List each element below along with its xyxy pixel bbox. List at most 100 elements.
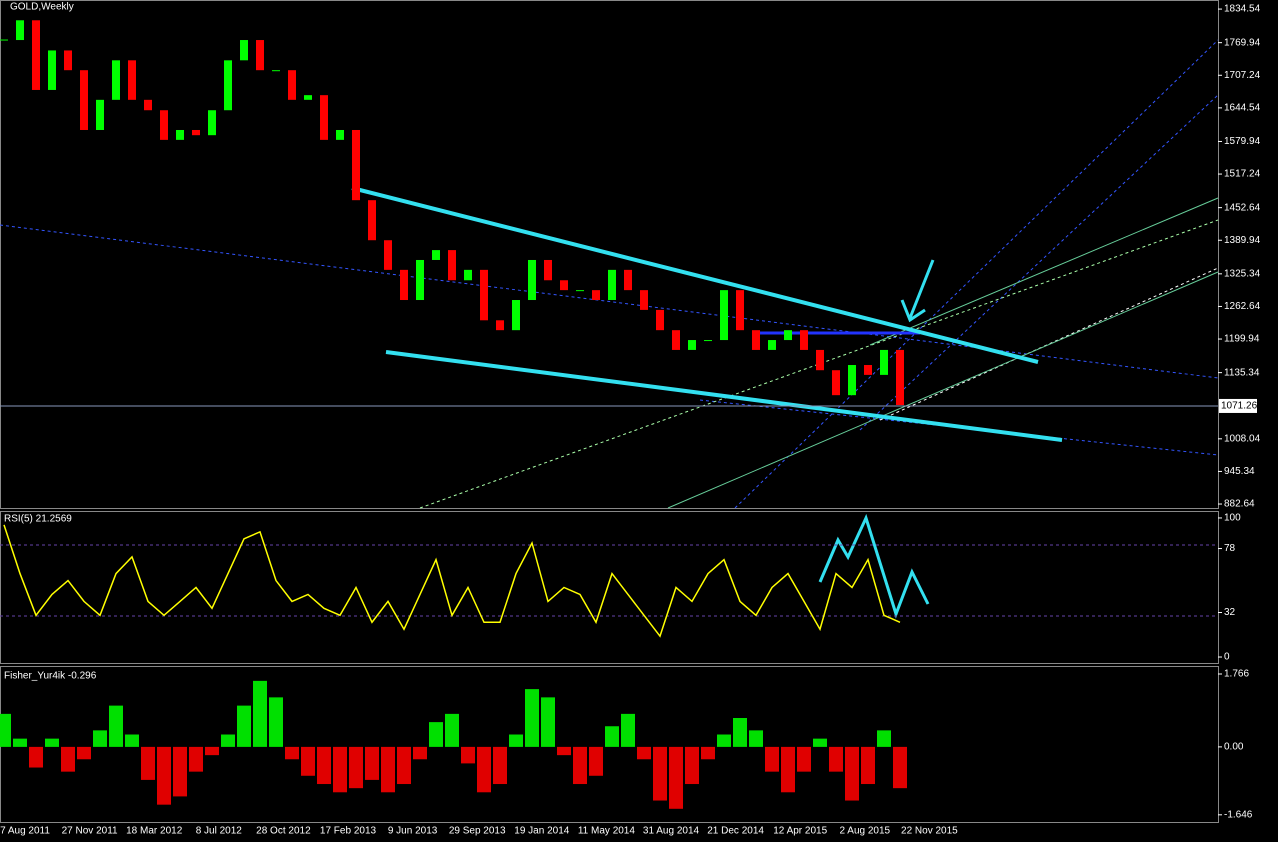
histogram-bar — [253, 680, 267, 747]
date-label: 12 Apr 2015 — [773, 826, 827, 837]
candle — [400, 269, 408, 301]
y-tick-label: 78 — [1224, 543, 1236, 554]
histogram-bar — [269, 697, 283, 747]
candle — [32, 20, 40, 90]
drawings — [0, 39, 1219, 619]
histogram-bar — [221, 734, 235, 747]
candle — [528, 259, 536, 301]
date-label: 28 Oct 2012 — [256, 826, 311, 837]
candle — [880, 349, 888, 375]
histogram-bar — [493, 746, 507, 785]
histogram-bar — [605, 726, 619, 747]
channel-line — [667, 271, 1219, 509]
histogram-bar — [845, 746, 859, 801]
histogram-bar — [445, 713, 459, 747]
candle — [320, 95, 328, 140]
candle — [832, 370, 840, 396]
histogram-bar — [125, 734, 139, 747]
histogram-bar — [29, 746, 43, 768]
candle — [768, 340, 776, 350]
current-price-box — [1219, 398, 1257, 413]
channel-line — [869, 197, 1219, 346]
candle — [16, 20, 24, 41]
fisher-title: Fisher_Yur4ik -0.296 — [4, 671, 97, 682]
upper-wedge — [351, 186, 1039, 364]
y-tick-label: 1008.04 — [1224, 433, 1261, 444]
histogram-bar — [781, 746, 795, 793]
histogram-bar — [653, 746, 667, 801]
y-tick-label: 1769.94 — [1224, 37, 1261, 48]
date-label: 11 May 2014 — [578, 826, 636, 837]
histogram-bar — [893, 746, 907, 789]
histogram-bar — [365, 746, 379, 780]
histogram-bar — [237, 705, 251, 747]
candle — [848, 365, 856, 396]
candle — [144, 99, 152, 111]
candle — [816, 349, 824, 371]
candle — [544, 259, 552, 281]
candle — [160, 110, 168, 140]
candle — [480, 269, 488, 321]
histogram-bar — [189, 746, 203, 772]
candle — [720, 290, 728, 341]
y-tick-label: 1517.24 — [1224, 169, 1261, 180]
y-tick-label: 1579.94 — [1224, 136, 1261, 147]
histogram-bar — [733, 718, 747, 747]
candle — [224, 60, 232, 111]
histogram-bar — [813, 738, 827, 747]
histogram-bar — [477, 746, 491, 793]
date-label: 21 Dec 2014 — [707, 826, 764, 837]
y-tick-label: 1135.34 — [1224, 367, 1260, 378]
candle — [336, 129, 344, 140]
candle — [592, 290, 600, 301]
histogram-bar — [749, 730, 763, 747]
candle — [240, 40, 248, 61]
date-label: 22 Nov 2015 — [901, 826, 958, 837]
date-label: 31 Aug 2014 — [643, 826, 700, 837]
candle — [448, 250, 456, 281]
candle — [192, 129, 200, 136]
date-label: 2 Aug 2015 — [839, 826, 890, 837]
histogram-bar — [541, 697, 555, 747]
candle — [896, 349, 904, 406]
y-tick-label: 1.766 — [1224, 669, 1249, 680]
histogram-bar — [173, 746, 187, 797]
panel-borders — [0, 0, 1219, 823]
date-label: 18 Mar 2012 — [126, 826, 183, 837]
date-label: 29 Sep 2013 — [449, 826, 506, 837]
histogram-bar — [877, 730, 891, 747]
histogram-bar — [0, 713, 11, 747]
histogram-bar — [461, 746, 475, 764]
candle — [672, 330, 680, 350]
y-tick-label: 0.00 — [1224, 742, 1244, 753]
candle — [640, 290, 648, 310]
candle — [128, 60, 136, 100]
histogram-bar — [637, 746, 651, 760]
histogram-bar — [109, 705, 123, 747]
candle — [256, 40, 264, 71]
histogram-bar — [205, 746, 219, 756]
candle — [800, 330, 808, 350]
lower-wedge — [385, 350, 1063, 442]
rsi-pattern — [818, 513, 930, 619]
histogram-bar — [141, 746, 155, 780]
date-label: 7 Aug 2011 — [0, 826, 50, 837]
candle — [704, 340, 712, 342]
histogram-bar — [317, 746, 331, 785]
y-tick-label: -1.646 — [1224, 809, 1253, 820]
candle — [624, 269, 632, 291]
y-tick-label: 1389.94 — [1224, 235, 1261, 246]
candle — [112, 60, 120, 100]
histogram-bar — [285, 746, 299, 760]
rsi-line — [3, 524, 901, 638]
date-label: 17 Feb 2013 — [320, 826, 377, 837]
histogram-bar — [13, 738, 27, 747]
histogram-bar — [621, 713, 635, 747]
histogram-bar — [333, 746, 347, 793]
histogram-bar — [717, 734, 731, 747]
rsi-title: RSI(5) 21.2569 — [4, 514, 72, 525]
candle — [576, 290, 584, 292]
candle — [288, 70, 296, 100]
candle — [560, 280, 568, 291]
